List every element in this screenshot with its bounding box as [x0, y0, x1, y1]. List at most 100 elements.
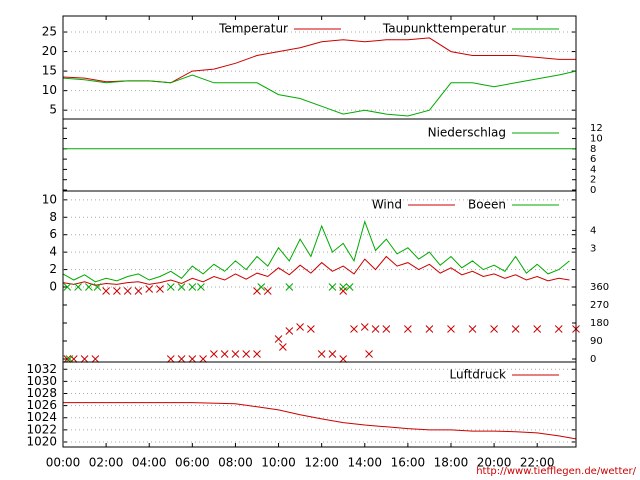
wind-direction-point: [63, 283, 72, 291]
x-tick-label: 10:00: [261, 456, 296, 470]
wind-direction-point: [242, 350, 251, 358]
wind-direction-point: [177, 283, 186, 291]
wind-direction-point: [339, 283, 348, 291]
wind-direction-point: [188, 283, 197, 291]
wind-direction-point: [74, 283, 82, 291]
wind-direction-point: [447, 325, 455, 333]
wind-direction-point: [490, 325, 498, 333]
wind-direction-point: [285, 283, 294, 291]
wind-direction-point: [113, 287, 121, 295]
wind-direction-point: [307, 325, 315, 333]
legend-label: Taupunkttemperatur: [382, 22, 506, 36]
wind-direction-point: [63, 355, 72, 363]
y-tick-label: 10: [42, 83, 57, 97]
y-tick-label: 1022: [26, 422, 57, 436]
wind-direction-point: [328, 283, 337, 291]
wind-direction-point: [166, 355, 175, 363]
x-tick-label: 02:00: [89, 456, 124, 470]
legend-label: Temperatur: [218, 22, 288, 36]
y-tick-label: 2: [49, 262, 57, 276]
wind-direction-point: [177, 355, 186, 363]
y-tick-label: 12: [590, 123, 603, 134]
x-tick-label: 06:00: [175, 456, 210, 470]
data-line: [62, 70, 577, 117]
wind-direction-point: [210, 350, 218, 358]
x-tick-label: 08:00: [218, 456, 253, 470]
x-tick-label: 16:00: [391, 456, 426, 470]
y-tick-label: 10: [590, 134, 603, 145]
y-tick-label: 0: [590, 185, 596, 196]
wind-direction-point: [91, 355, 100, 363]
wind-direction-point: [382, 325, 391, 333]
wind-direction-point: [134, 287, 143, 295]
x-tick-label: 12:00: [304, 456, 339, 470]
wind-direction-point: [188, 355, 197, 363]
y-tick-label: 10: [42, 192, 57, 206]
wind-direction-point: [554, 325, 563, 333]
wind-direction-point: [345, 283, 354, 291]
data-line: [63, 402, 577, 440]
y-tick-label: 1026: [26, 398, 57, 412]
wind-direction-point: [285, 327, 294, 335]
wind-direction-point: [350, 325, 358, 333]
legend-label: Boeen: [468, 198, 506, 212]
wind-direction-point: [360, 323, 369, 331]
y-tick-label: 6: [590, 154, 596, 165]
wind-direction-point: [257, 283, 266, 291]
wind-direction-point: [317, 350, 326, 358]
x-tick-label: 04:00: [132, 456, 167, 470]
wind-direction-point: [145, 285, 154, 293]
wind-direction-point: [274, 335, 283, 343]
data-line: [62, 255, 570, 286]
wind-direction-point: [220, 350, 229, 358]
wind-direction-point: [404, 325, 412, 333]
y-tick-label: 25: [42, 25, 57, 39]
wind-direction-point: [468, 325, 477, 333]
x-tick-label: 22:00: [520, 456, 555, 470]
wind-direction-point: [197, 283, 205, 291]
legend-label: Niederschlag: [428, 126, 506, 140]
legend-label: Luftdruck: [449, 368, 506, 382]
wind-direction-point: [123, 287, 132, 295]
y-tick-label: 15: [42, 64, 57, 78]
wind-direction-point: [371, 325, 380, 333]
wind-direction-point: [425, 325, 434, 333]
y-tick-label: 1028: [26, 386, 57, 400]
y-tick-label: 1024: [26, 410, 57, 424]
source-link: http://www.tiefflegen.de/wetter/: [476, 466, 636, 477]
y-tick-label: 8: [49, 210, 57, 224]
wind-direction-point: [339, 355, 348, 363]
wind-direction-point: [166, 283, 175, 291]
y-tick-label: 2: [590, 175, 596, 186]
y-tick-label: 5: [49, 103, 57, 117]
wind-direction-point: [65, 355, 74, 363]
y-tick-label: 4: [49, 245, 57, 259]
wind-direction-point: [365, 350, 373, 358]
y-tick-label: 90: [590, 336, 603, 347]
y-tick-label: 1032: [26, 362, 57, 376]
wind-direction-point: [263, 287, 272, 295]
y2-tick-label: 3: [590, 244, 596, 255]
wind-direction-point: [253, 350, 261, 358]
wind-direction-point: [279, 343, 287, 351]
wind-direction-point: [328, 350, 337, 358]
wind-direction-point: [199, 355, 207, 363]
x-tick-label: 00:00: [46, 456, 81, 470]
y-tick-label: 0: [590, 354, 596, 365]
y-tick-label: 1020: [26, 434, 57, 448]
y-tick-label: 8: [590, 144, 596, 155]
wind-direction-point: [533, 325, 542, 333]
wind-direction-point: [511, 325, 520, 333]
plot-frame: [62, 15, 577, 448]
x-tick-label: 20:00: [477, 456, 512, 470]
y-tick-label: 180: [590, 318, 609, 329]
wind-direction-point: [93, 283, 102, 291]
y-tick-label: 1030: [26, 374, 57, 388]
wind-direction-point: [102, 287, 110, 295]
wind-direction-point: [231, 350, 240, 358]
y-tick-label: 4: [590, 164, 596, 175]
y-tick-label: 0: [49, 280, 57, 294]
wind-direction-point: [156, 285, 164, 293]
